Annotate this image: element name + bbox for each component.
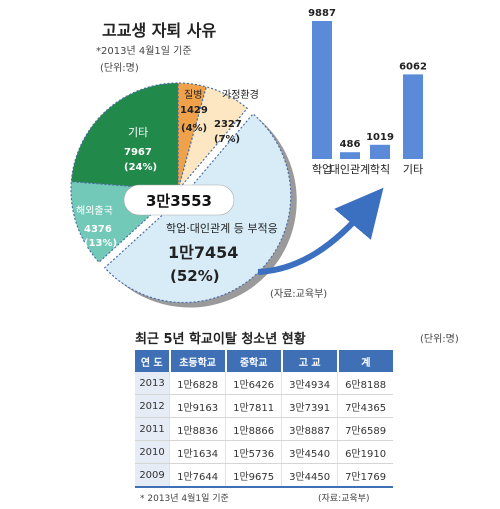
pie-unit: (단위:명) [100, 61, 139, 74]
cell: 1만7811 [225, 394, 283, 418]
bar-value-label: 486 [340, 139, 361, 150]
bar-0 [312, 21, 332, 159]
bar-chart: 9887 학업 486 대인관계 1019 학칙 6062 기타 [308, 8, 427, 176]
bar-category-label: 대인관계 [330, 163, 370, 176]
pie-label-name: 가정환경 [222, 88, 259, 101]
table-row: 2013 1만6828 1만6426 3만4934 6만8188 [135, 372, 393, 395]
header-middle: 중학교 [225, 350, 283, 372]
bar-category-label: 학칙 [370, 163, 390, 176]
table-note: * 2013년 4월1일 기준 [140, 494, 229, 504]
cell: 3만4934 [281, 372, 339, 395]
pie-label-percent: (4%) [181, 123, 207, 134]
pie-label-value: 7967 [124, 147, 152, 158]
cell: 1만9675 [225, 463, 283, 488]
cell: 1만8836 [169, 417, 227, 441]
table-row: 2012 1만9163 1만7811 3만7391 7만4365 [135, 394, 393, 418]
cell-year: 2013 [135, 372, 171, 395]
dropout-table: 연 도 초등학교 중학교 고 교 계 2013 1만6828 1만6426 3만… [135, 350, 393, 488]
cell: 1만6828 [169, 372, 227, 395]
header-elementary: 초등학교 [169, 350, 227, 372]
cell: 7만4365 [337, 394, 393, 418]
pie-label-value: 4376 [84, 224, 112, 235]
cell: 6만8188 [337, 372, 393, 395]
table-title: 최근 5년 학교이탈 청소년 현황 [135, 332, 306, 347]
cell: 1만7644 [169, 463, 227, 488]
cell: 7만6589 [337, 417, 393, 441]
pie-label-value: 1만7454 [168, 243, 238, 262]
header-high: 고 교 [281, 350, 339, 372]
cell: 1만6426 [225, 372, 283, 395]
cell-year: 2012 [135, 394, 171, 418]
header-total: 계 [337, 350, 393, 372]
pie-note: *2013년 4월1일 기준 [96, 45, 192, 57]
table-row: 2011 1만8836 1만8866 3만8887 7만6589 [135, 417, 393, 441]
pie-label-name: 해외출국 [76, 204, 113, 217]
bar-1 [340, 152, 360, 159]
pie-label-percent: (24%) [124, 162, 157, 173]
bar-category-label: 학업 [312, 163, 332, 176]
cell: 7만1769 [337, 463, 393, 488]
pie-label-percent: (13%) [84, 238, 117, 249]
pie-label-value: 2327 [214, 119, 242, 130]
cell: 3만4540 [281, 440, 339, 464]
pie-total-pill [123, 184, 235, 216]
pie-slice-0 [177, 82, 208, 191]
cell: 1만1634 [169, 440, 227, 464]
bar-2 [370, 144, 390, 159]
pie-total-label: 3만3553 [146, 192, 212, 210]
cell-year: 2011 [135, 417, 171, 441]
table-row: 2010 1만1634 1만5736 3만4540 6만1910 [135, 440, 393, 464]
pie-label-name: 학업·대인관계 등 부적응 [166, 222, 278, 235]
pie-label-name: 기타 [128, 126, 148, 139]
cell: 3만4450 [281, 463, 339, 488]
pie-title: 고교생 자퇴 사유 [102, 21, 216, 40]
charts-canvas: 고교생 자퇴 사유 *2013년 4월1일 기준 (단위:명) 질병 1429 (4… [70, 8, 427, 308]
cell-year: 2009 [135, 463, 171, 488]
pie-slice-4 [70, 82, 179, 191]
table-row: 2009 1만7644 1만9675 3만4450 7만1769 [135, 463, 393, 488]
pie-label-name: 질병 [184, 89, 202, 101]
cell: 3만8887 [281, 417, 339, 441]
table-unit: (단위:명) [420, 334, 459, 345]
bar-category-label: 기타 [403, 163, 423, 176]
cell: 3만7391 [281, 394, 339, 418]
bar-value-label: 9887 [308, 8, 336, 19]
cell: 1만5736 [225, 440, 283, 464]
cell-year: 2010 [135, 440, 171, 464]
callout-arrow [257, 187, 384, 275]
cell: 1만9163 [169, 394, 227, 418]
pie-label-percent: (52%) [170, 267, 220, 285]
pie-slice-1 [177, 86, 249, 191]
pie-label-percent: (7%) [214, 134, 240, 145]
bar-value-label: 1019 [366, 132, 394, 143]
pie-source: (자료:교육부) [270, 288, 327, 300]
table-source: (자료:교육부) [318, 494, 370, 504]
header-year: 연 도 [135, 350, 171, 372]
bar-value-label: 6062 [399, 61, 427, 72]
pie-chart: 질병 1429 (4%) 가정환경 2327 (7%) 학업·대인관계 등 부적응 1만745… [70, 82, 297, 308]
cell: 6만1910 [337, 440, 393, 464]
bar-3 [403, 74, 423, 159]
cell: 1만8866 [225, 417, 283, 441]
table-header-row: 연 도 초등학교 중학교 고 교 계 [135, 350, 393, 372]
pie-label-value: 1429 [180, 105, 208, 116]
